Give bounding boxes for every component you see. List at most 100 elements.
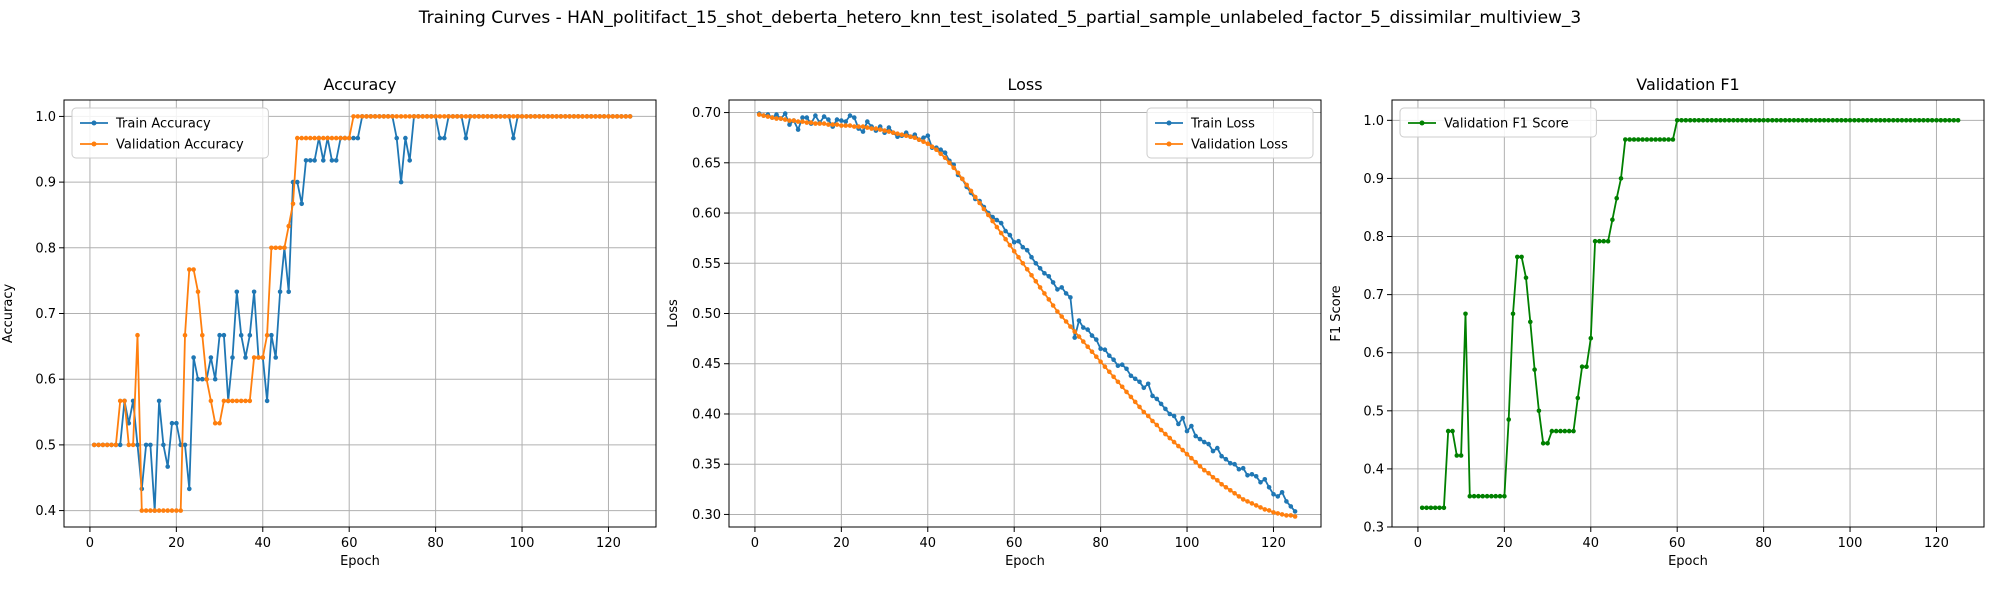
data-point	[1063, 291, 1069, 296]
data-point	[826, 122, 831, 127]
data-point	[1132, 376, 1138, 382]
data-point	[899, 132, 905, 137]
data-point	[1450, 428, 1455, 434]
data-point	[351, 114, 356, 119]
data-point	[1279, 490, 1285, 495]
data-point	[860, 124, 866, 129]
data-point	[472, 114, 477, 119]
data-point	[1266, 485, 1272, 490]
data-point	[191, 355, 196, 360]
data-point	[1925, 118, 1931, 123]
data-point	[1068, 324, 1073, 329]
data-point	[1705, 118, 1710, 123]
legend-label: Validation Loss	[1191, 138, 1288, 153]
data-point	[1228, 460, 1233, 466]
data-point	[212, 376, 218, 382]
data-point	[1454, 453, 1460, 458]
data-point	[208, 398, 214, 404]
data-point	[1050, 303, 1056, 308]
data-point	[403, 114, 408, 119]
data-point	[1493, 493, 1498, 499]
data-point	[1540, 441, 1546, 446]
data-point	[1197, 463, 1203, 469]
data-point	[277, 245, 283, 251]
data-point	[973, 194, 978, 200]
data-point	[528, 114, 533, 119]
y-axis-label: F1 Score	[1329, 285, 1344, 341]
data-point	[1795, 118, 1801, 123]
data-point	[251, 355, 257, 360]
series-validation-f1-score	[1419, 118, 1961, 511]
data-point	[182, 332, 188, 338]
x-tick-label: 60	[1006, 536, 1023, 551]
y-tick-label: 0.35	[692, 458, 721, 473]
data-point	[1094, 337, 1099, 342]
data-point	[1713, 118, 1719, 123]
data-point	[1782, 118, 1788, 123]
data-point	[243, 398, 248, 404]
data-point	[1240, 497, 1246, 502]
data-point	[921, 139, 926, 144]
data-point	[169, 508, 175, 513]
data-point	[1614, 195, 1619, 201]
data-point	[1942, 118, 1948, 123]
data-point	[359, 114, 365, 119]
data-point	[286, 289, 292, 295]
data-point	[981, 206, 987, 212]
data-point	[351, 135, 356, 141]
data-point	[221, 398, 227, 404]
x-tick-label: 40	[1583, 536, 1600, 551]
data-point	[550, 114, 555, 119]
data-point	[1480, 493, 1485, 499]
data-point	[929, 144, 935, 149]
data-point	[584, 114, 590, 119]
data-point	[346, 135, 352, 141]
data-point	[1119, 362, 1125, 368]
data-point	[208, 355, 214, 360]
data-point	[1428, 505, 1434, 511]
data-point	[325, 135, 330, 141]
data-point	[1653, 137, 1658, 142]
data-point	[1528, 319, 1533, 325]
data-point	[1432, 505, 1438, 511]
data-point	[230, 398, 235, 404]
data-point	[865, 125, 870, 130]
data-point	[139, 508, 145, 513]
data-point	[1631, 137, 1637, 142]
data-point	[821, 114, 827, 119]
legend-marker	[1166, 120, 1172, 126]
data-point	[1029, 254, 1034, 260]
data-point	[834, 122, 840, 127]
data-point	[260, 355, 266, 360]
legend: Train Loss Validation Loss	[1146, 107, 1314, 159]
data-point	[532, 114, 538, 119]
legend: Train Accuracy Validation Accuracy	[71, 107, 269, 159]
data-point	[1834, 118, 1840, 123]
data-point	[100, 442, 106, 448]
data-point	[1284, 499, 1289, 504]
data-point	[1752, 118, 1758, 123]
data-point	[498, 114, 503, 119]
data-point	[1232, 461, 1237, 467]
data-point	[1865, 118, 1870, 123]
data-point	[1202, 439, 1207, 445]
data-point	[1003, 236, 1008, 242]
data-point	[942, 150, 948, 155]
chart-loss: 0 20 40 60 80 100 120 0.30 0.35 0.40 0.45 0.50 0.55 0…	[666, 75, 1322, 569]
data-point	[1484, 493, 1490, 499]
data-point	[964, 182, 969, 188]
data-point	[493, 114, 499, 119]
x-tick-label: 100	[510, 536, 535, 551]
data-point	[1163, 406, 1168, 412]
data-point	[1489, 493, 1494, 499]
chart-title: Accuracy	[323, 75, 396, 94]
data-point	[1007, 242, 1013, 248]
data-point	[1437, 505, 1442, 511]
legend-box	[1399, 107, 1597, 138]
data-point	[234, 398, 240, 404]
data-point	[1692, 118, 1697, 123]
data-point	[1284, 513, 1289, 518]
data-point	[152, 508, 157, 513]
